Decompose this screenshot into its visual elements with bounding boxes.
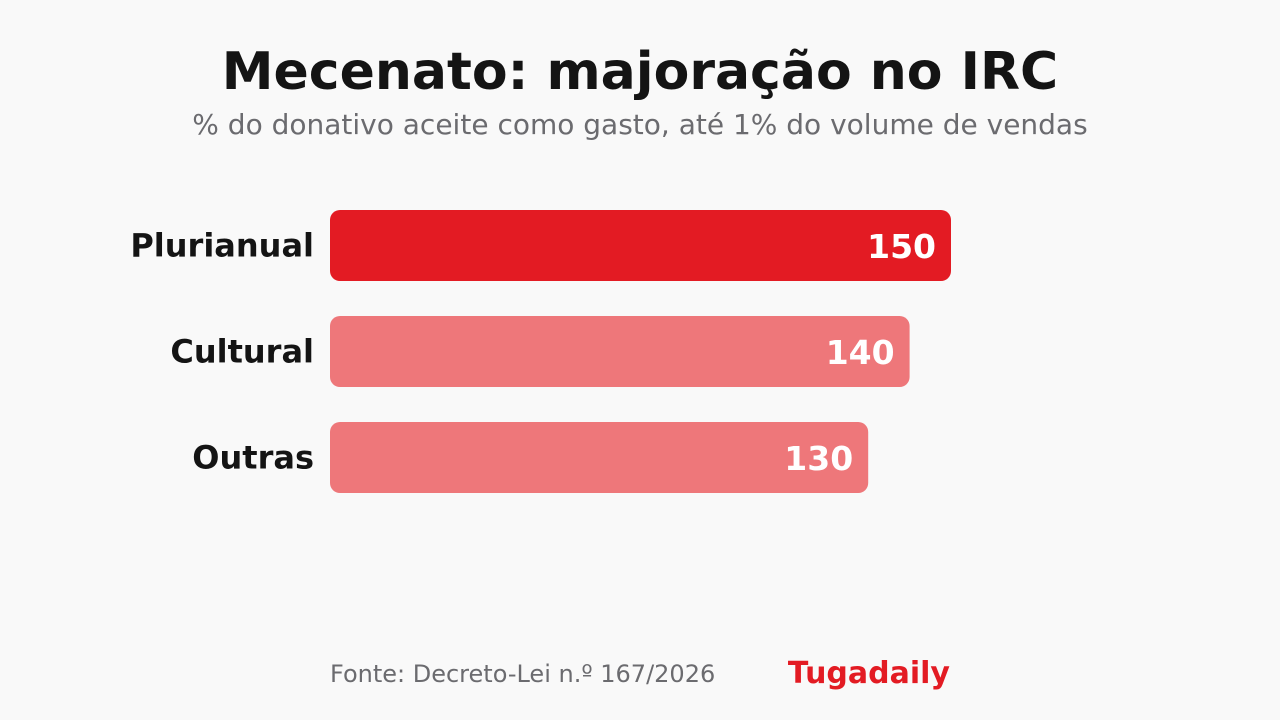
category-label-cultural: Cultural	[170, 333, 314, 371]
chart-subtitle: % do donativo aceite como gasto, até 1% …	[192, 108, 1088, 141]
source-note: Fonte: Decreto-Lei n.º 167/2026	[330, 660, 716, 688]
brand-logo[interactable]: Tugadaily	[787, 656, 950, 691]
category-label-outras: Outras	[192, 439, 314, 477]
value-label-outras: 130	[784, 439, 853, 478]
bar-cultural	[330, 316, 910, 387]
chart-title: Mecenato: majoração no IRC	[221, 42, 1059, 102]
value-label-plurianual: 150	[867, 227, 936, 266]
bar-outras	[330, 422, 869, 493]
bar-plurianual	[330, 210, 951, 281]
category-label-plurianual: Plurianual	[130, 227, 314, 265]
value-label-cultural: 140	[826, 333, 895, 372]
